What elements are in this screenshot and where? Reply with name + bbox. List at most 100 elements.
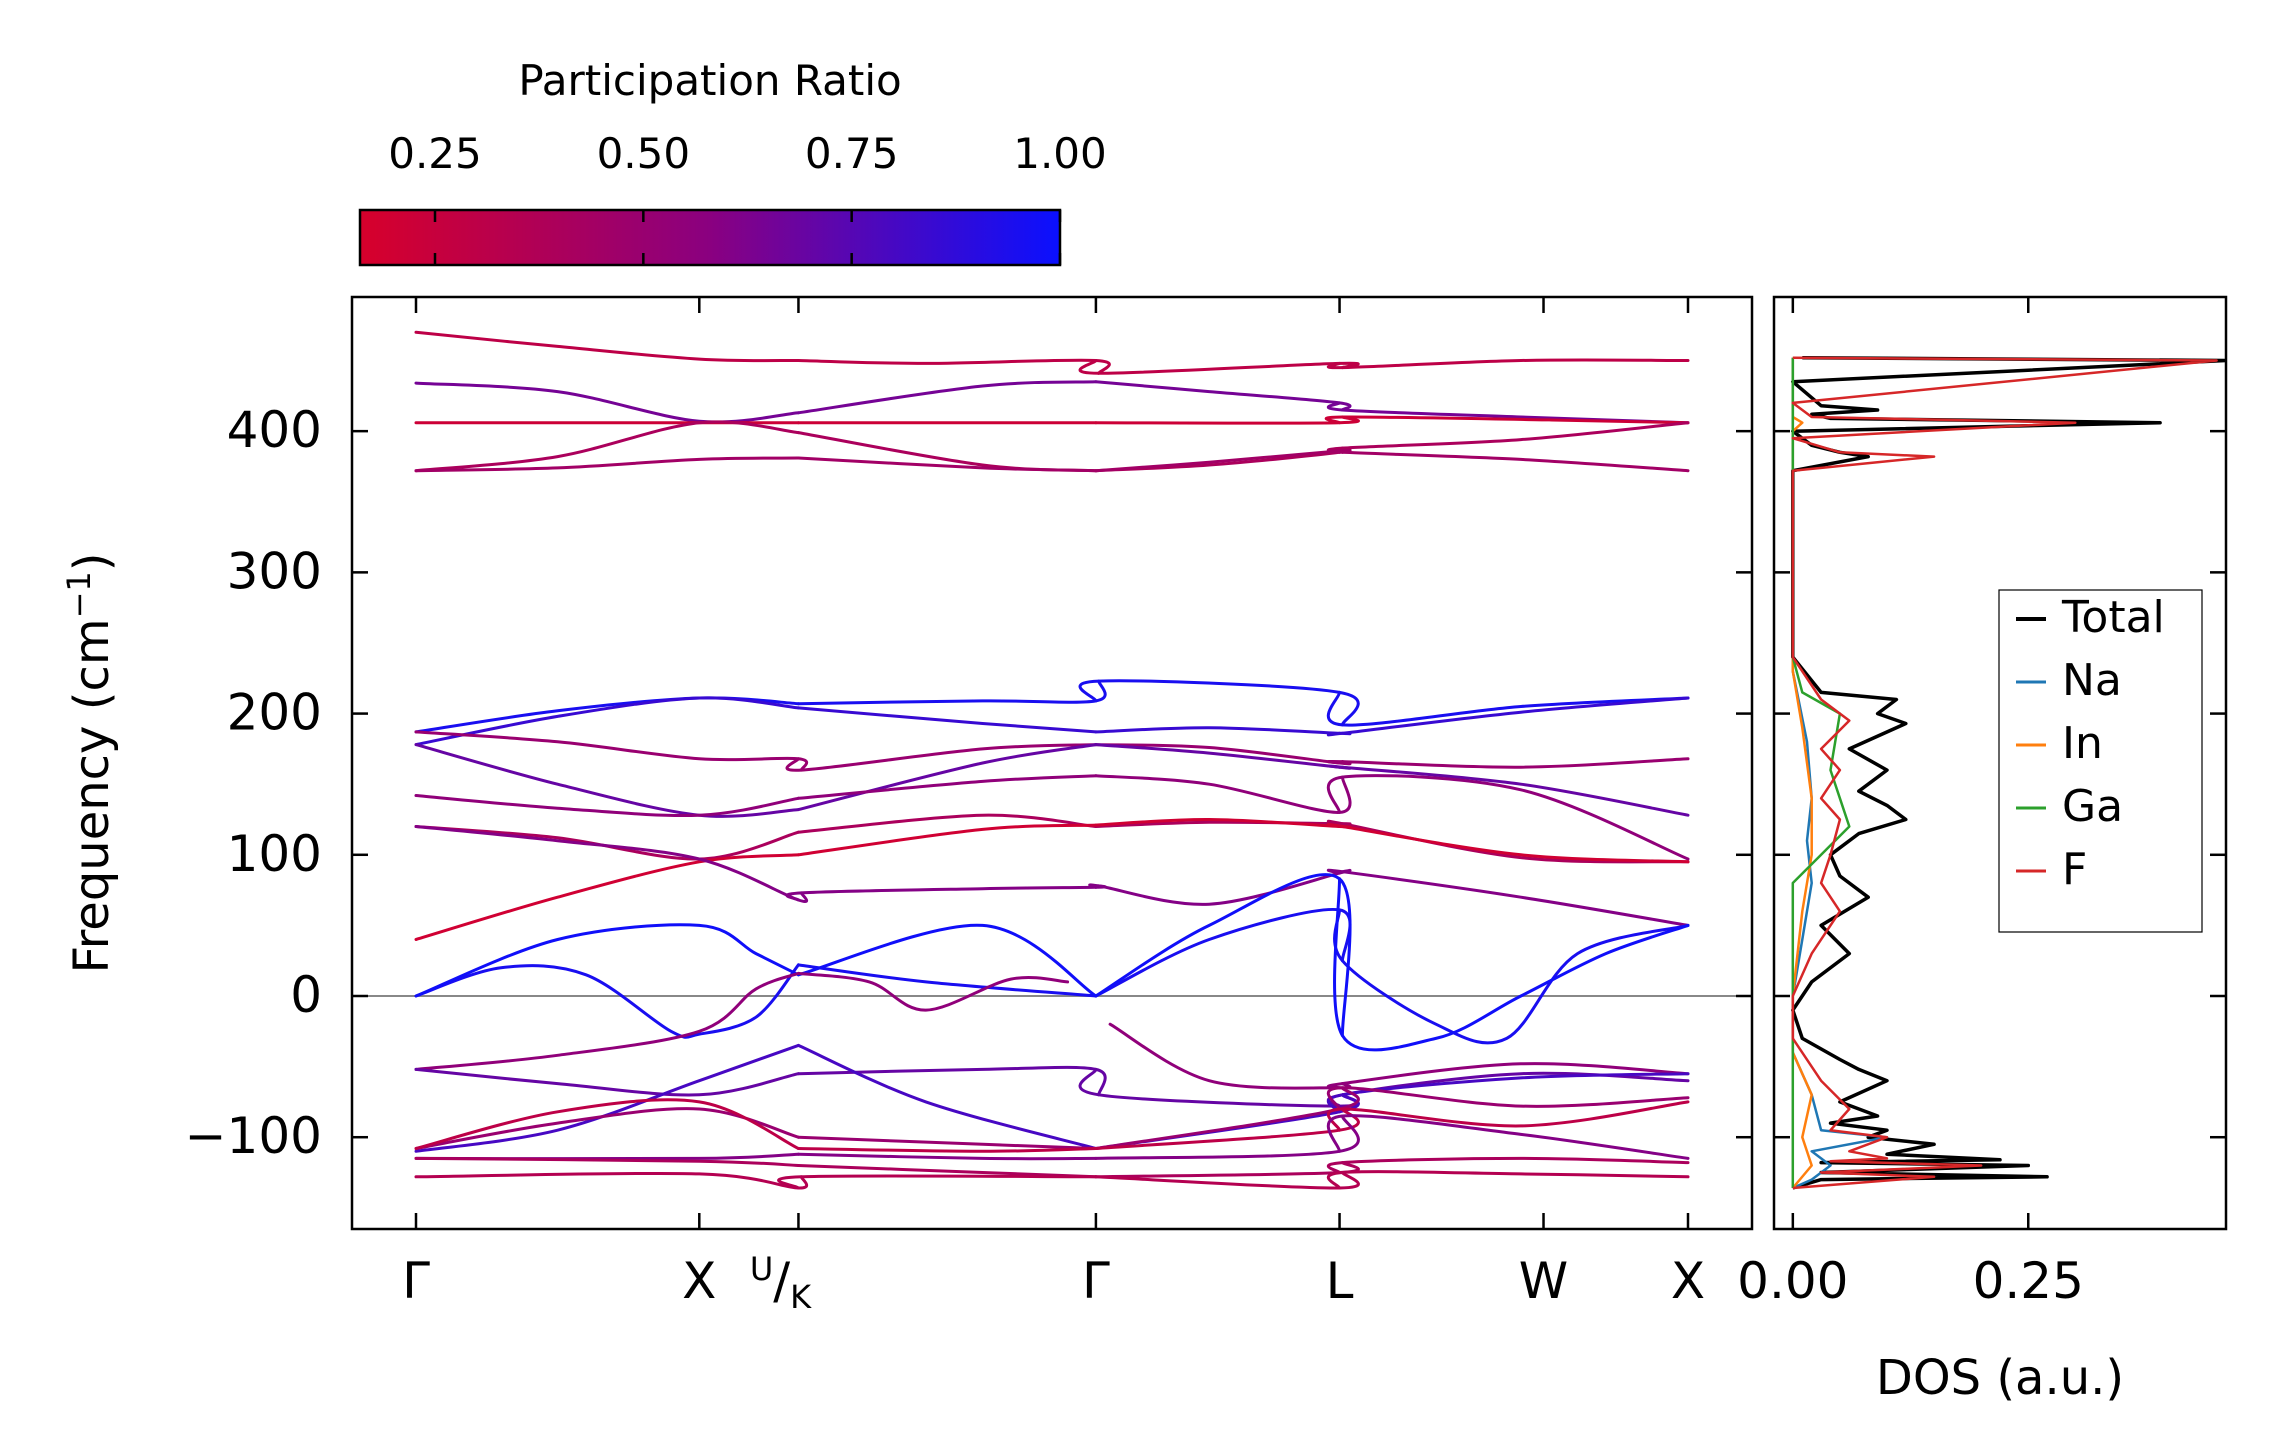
colorbar-tick-label: 0.25 [388,129,482,178]
phonon-band [414,381,800,424]
kpath-tick-label: X [1671,1252,1705,1310]
phonon-band [414,1067,800,1097]
phonon-band [796,963,1098,998]
kpath-tick-label: U/K [750,1250,812,1316]
dos-curves [1791,355,2226,1190]
band-structure-panel: −100 0 100 200 300 400 Γ X U/K Γ L W X Frequency (c… [60,295,1754,1316]
frequency-tick-label: 300 [227,542,322,600]
phonon-band [414,1043,800,1153]
phonon-band [777,1174,1098,1190]
phonon-band [414,825,809,903]
legend-label-in: In [2062,718,2103,769]
phonon-band [785,884,1107,902]
legend-label-ga: Ga [2062,781,2123,832]
phonon-band [796,380,1098,415]
legend-entries: Total Na In Ga F [2016,592,2165,895]
phonon-band [796,358,1111,375]
phonon-band [1108,1022,1352,1090]
band-structure-frame [350,295,1754,1231]
phonon-band [796,1152,1098,1161]
phonon-band [1094,380,1352,412]
frequency-axis-label-main: Frequency (cm [64,618,120,973]
frequency-tick-label: 400 [227,401,322,459]
phonon-band [796,743,1098,812]
phonon-band [1094,1161,1360,1179]
phonon-band [1094,774,1352,814]
phonon-band [1326,764,1690,817]
phonon-band [414,971,800,1071]
phonon-band [1326,774,1690,861]
kpath-tick-label: L [1326,1252,1354,1310]
phonon-band [1094,726,1352,736]
phonon-band [414,963,800,1039]
phonon-band [1326,449,1690,473]
colorbar-tick-label: 1.00 [1013,129,1107,178]
dos-ticks: 0.00 0.25 [1737,297,2084,1310]
legend-label-na: Na [2062,655,2122,706]
legend-label-f: F [2062,844,2087,895]
phonon-band [1326,757,1690,769]
dos-tick-label: 0.25 [1973,1252,2084,1310]
phonon-band [796,1065,1107,1097]
colorbar-tick-label: 0.50 [597,129,691,178]
dos-axis-label: DOS (a.u.) [1876,1350,2124,1406]
phonon-band [1326,1156,1690,1174]
phonon-band [414,696,800,734]
dos-frequency-ticks [1774,429,2226,1139]
phonon-band [1326,358,1690,370]
phonon-band [1326,421,1690,454]
phonon-band [796,823,1098,857]
phonon-band [1326,1072,1690,1114]
phonon-band [796,813,1098,834]
phonon-band [414,696,800,747]
kpath-ticks: Γ X U/K Γ L W X [402,297,1705,1316]
dos-legend: Total Na In Ga F [1998,589,2203,933]
phonon-band [1094,743,1352,766]
phonon-band [414,794,800,818]
phonon-band [796,1147,1098,1153]
kpath-tick-label: X [682,1252,716,1310]
phonon-band [414,825,800,861]
phonon-band [414,923,800,998]
phonon-band [1326,819,1690,864]
phonon-band [1094,1171,1360,1190]
dos-curve-ga [1791,357,1851,1188]
phonon-band [414,853,800,941]
phonon-band [1326,868,1690,927]
phonon-band [414,330,800,363]
dos-curve-na [1791,357,1889,1190]
phonon-band [1094,907,1352,998]
frequency-tick-label: 200 [227,684,322,742]
phonon-band [1326,1086,1690,1111]
colorbar: Participation Ratio 0.25 0.50 0.75 1.00 [358,56,1107,267]
phonon-band [1094,873,1352,1037]
colorbar-title: Participation Ratio [518,56,901,105]
phonon-band [796,774,1098,800]
kpoint-boundaries [794,297,1344,1229]
phonon-band [1333,908,1690,1045]
kpath-tick-label: Γ [402,1252,430,1310]
phonon-band [1326,696,1690,737]
phonon-band [414,456,800,473]
frequency-axis-label-close: ) [64,552,120,571]
dos-frame [1772,295,2228,1231]
phonon-band [785,743,1098,772]
phonon-bands [414,330,1690,1190]
phonon-band [796,1135,1098,1150]
phonon-band [414,1098,800,1150]
phonon-band [414,1171,809,1190]
phonon-band [414,730,809,772]
phonon-band [1094,1114,1360,1160]
phonon-band [1326,822,1690,864]
frequency-tick-label: −100 [185,1107,322,1165]
phonon-band [1333,877,1690,1052]
phonon-band [1094,448,1352,473]
phonon-band [1326,1100,1690,1132]
frequency-axis-label: Frequency (cm−1) [60,552,120,973]
phonon-band [1078,359,1360,375]
phonon-band [1094,1086,1360,1150]
phonon-band [414,1156,800,1167]
colorbar-gradient [358,208,1062,267]
phonon-band [1094,415,1360,425]
